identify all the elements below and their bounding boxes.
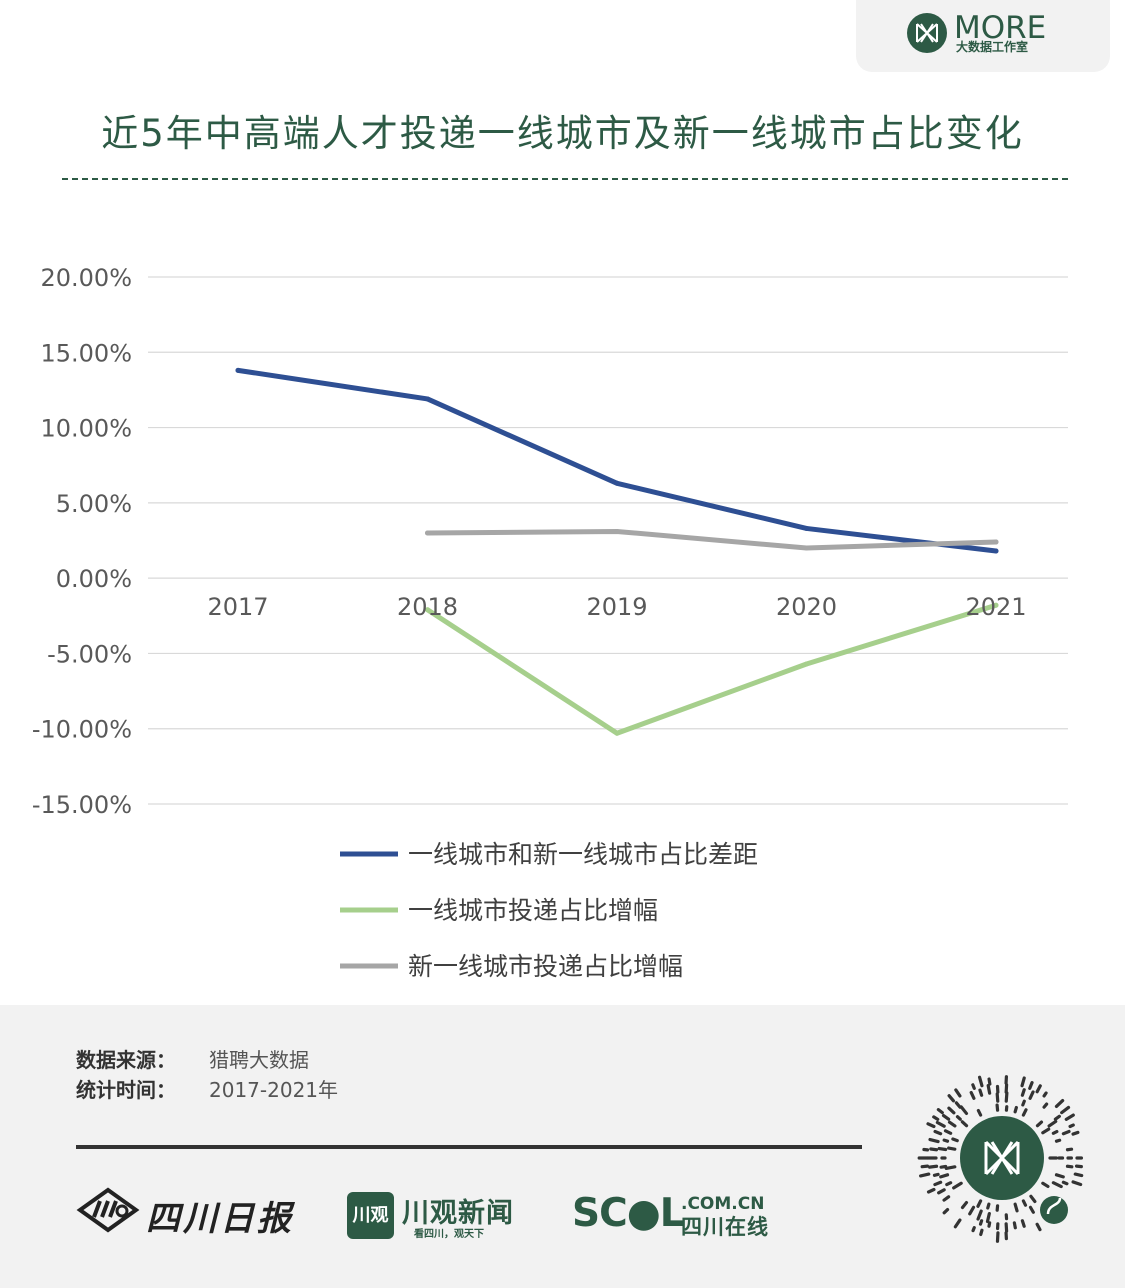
- page-title: 近5年中高端人才投递一线城市及新一线城市占比变化: [101, 112, 1024, 155]
- x-tick-label: 2020: [776, 593, 837, 621]
- x-tick-label: 2017: [207, 593, 268, 621]
- y-tick-label: 10.00%: [40, 415, 132, 443]
- data-point: [425, 396, 430, 402]
- stat-period-row: 统计时间： 2017-2021年: [76, 1077, 338, 1103]
- stat-period-value: 2017-2021年: [209, 1078, 339, 1102]
- y-axis-ticks: 20.00% 15.00% 10.00% 5.00% 0.00% -5.00% -10.00…: [32, 264, 132, 819]
- data-source-row: 数据来源： 猎聘大数据: [76, 1047, 309, 1073]
- brand-subtitle: 大数据工作室: [956, 40, 1029, 54]
- title-divider: [62, 178, 1068, 180]
- more-logo-icon: [907, 13, 947, 53]
- data-point: [614, 730, 620, 736]
- data-point: [804, 525, 809, 531]
- footer-divider: [76, 1145, 862, 1149]
- sichuan-daily-logo-icon: [76, 1187, 140, 1233]
- y-tick-label: -5.00%: [47, 640, 132, 668]
- chuanguan-logo-box: 川观: [347, 1192, 394, 1239]
- chuanguan-logo-text: 川观新闻: [402, 1198, 514, 1229]
- legend-label: 一线城市和新一线城市占比差距: [408, 840, 758, 869]
- x-tick-label: 2019: [586, 593, 647, 621]
- y-tick-label: 20.00%: [40, 264, 132, 292]
- legend-label: 一线城市投递占比增幅: [408, 896, 658, 925]
- stat-period-label: 统计时间：: [76, 1078, 176, 1102]
- series-line-1: [235, 367, 999, 554]
- brand-tab: [856, 0, 1110, 72]
- x-tick-label: 2021: [965, 593, 1026, 621]
- sichuan-daily-logo-text: 四川日报: [146, 1199, 294, 1239]
- y-tick-label: 0.00%: [56, 565, 132, 593]
- brand-name: MORE: [954, 10, 1047, 46]
- data-source-value: 猎聘大数据: [209, 1048, 309, 1072]
- data-point: [804, 661, 809, 667]
- data-point: [993, 602, 999, 608]
- data-point: [235, 367, 241, 373]
- data-point: [614, 480, 620, 486]
- data-point: [614, 528, 620, 534]
- scol-domain: .COM.CN: [681, 1194, 765, 1214]
- data-point: [425, 607, 430, 613]
- data-point: [804, 545, 809, 551]
- mini-program-qr-icon: [917, 1075, 1084, 1243]
- x-axis-ticks: 2017 2018 2019 2020 2021: [207, 593, 1026, 621]
- series-line-2: [425, 602, 999, 736]
- data-point: [993, 548, 999, 554]
- data-point: [425, 530, 430, 536]
- data-source-label: 数据来源：: [76, 1048, 176, 1072]
- series-lines: [235, 367, 999, 736]
- x-tick-label: 2018: [397, 593, 458, 621]
- y-tick-label: 15.00%: [40, 339, 132, 367]
- line-chart: 20.00% 15.00% 10.00% 5.00% 0.00% -5.00% -10.00…: [32, 264, 1068, 981]
- gridlines: [148, 276, 1068, 805]
- scol-logo-text: SC●L: [572, 1191, 685, 1236]
- footer: 数据来源： 猎聘大数据 统计时间： 2017-2021年 四川日报 川观 川观新闻 …: [0, 1005, 1125, 1288]
- chuanguan-slogan: 看四川，观天下: [414, 1229, 484, 1240]
- series-line-3: [425, 528, 999, 551]
- data-point: [993, 539, 999, 545]
- legend-label: 新一线城市投递占比增幅: [408, 952, 683, 981]
- scol-name: 四川在线: [681, 1215, 769, 1239]
- y-tick-label: -15.00%: [32, 791, 132, 819]
- y-tick-label: 5.00%: [56, 490, 132, 518]
- y-tick-label: -10.00%: [32, 716, 132, 744]
